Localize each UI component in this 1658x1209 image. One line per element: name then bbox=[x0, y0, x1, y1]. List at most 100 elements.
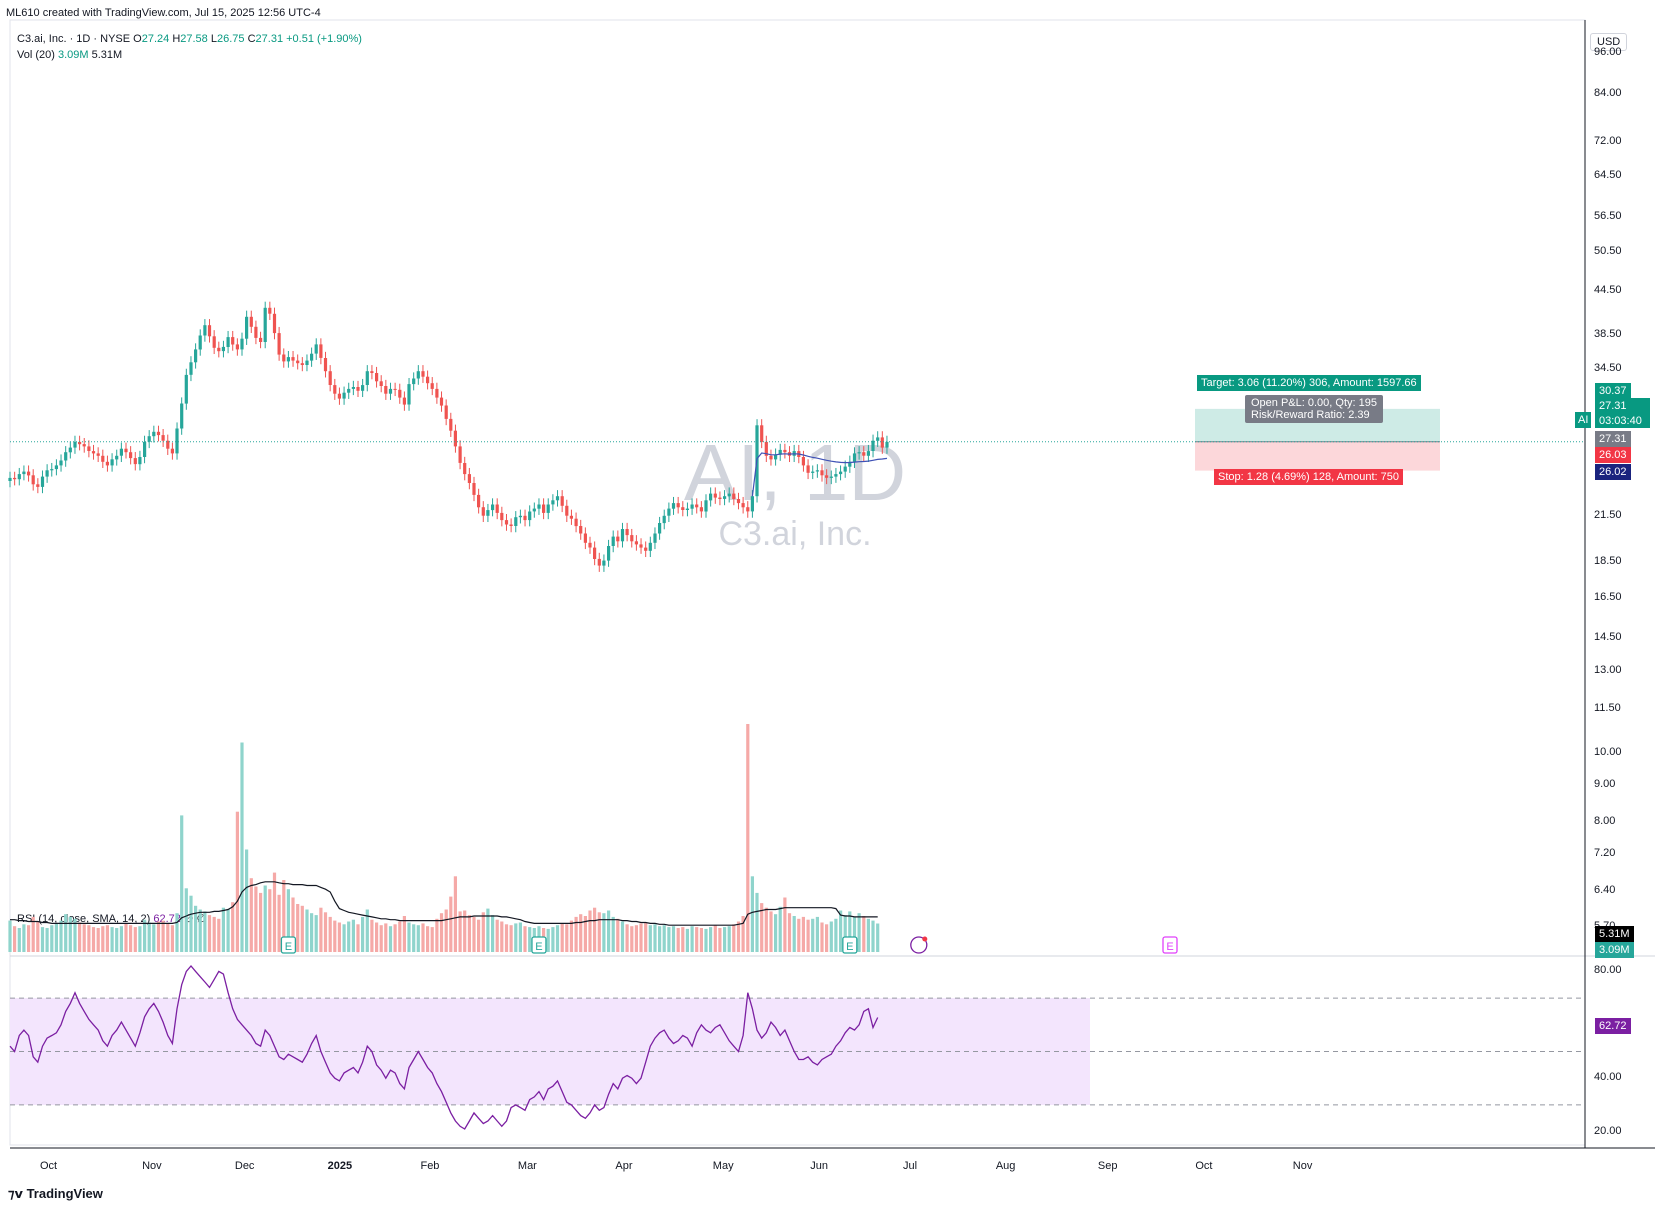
candle-body bbox=[806, 465, 810, 473]
candle-body bbox=[36, 484, 40, 487]
volume-bar bbox=[22, 924, 26, 952]
candle-body bbox=[27, 471, 31, 476]
candle-body bbox=[746, 507, 750, 512]
volume-bar bbox=[147, 922, 151, 952]
volume-bar bbox=[170, 925, 174, 952]
candle-body bbox=[356, 387, 360, 391]
candle-body bbox=[848, 461, 852, 467]
volume-bar bbox=[755, 892, 759, 952]
candle-body bbox=[45, 470, 49, 477]
volume-bar bbox=[235, 811, 239, 952]
volume-bar bbox=[778, 906, 782, 952]
candle-body bbox=[254, 326, 258, 338]
candle-body bbox=[115, 455, 119, 460]
volume-bar bbox=[815, 916, 819, 952]
volume-bar bbox=[277, 894, 281, 952]
candle-body bbox=[296, 360, 300, 364]
volume-bar bbox=[607, 910, 611, 952]
volume-label[interactable]: Vol (20) bbox=[17, 49, 55, 61]
candle-body bbox=[551, 500, 555, 505]
time-tick-label: Jun bbox=[810, 1160, 828, 1172]
time-tick-label: Apr bbox=[615, 1160, 633, 1172]
plot-frame bbox=[9, 19, 1586, 1146]
candle-body bbox=[611, 536, 615, 546]
volume-bar bbox=[820, 922, 824, 952]
candle-body bbox=[393, 388, 397, 390]
volume-bar bbox=[78, 922, 82, 952]
volume-bar bbox=[416, 925, 420, 952]
candle-body bbox=[491, 504, 495, 511]
candle-body bbox=[96, 453, 100, 456]
candle-body bbox=[885, 441, 889, 448]
volume-bar bbox=[848, 911, 852, 952]
candle-body bbox=[509, 524, 513, 526]
volume-bar bbox=[347, 921, 351, 952]
candle-body bbox=[314, 344, 318, 354]
volume-bar bbox=[495, 919, 499, 952]
candle-body bbox=[323, 358, 328, 372]
candle-body bbox=[681, 507, 685, 510]
time-tick-label: Jul bbox=[903, 1160, 918, 1172]
volume-ma-tag: 5.31M bbox=[1595, 926, 1634, 942]
time-tick-label: 2025 bbox=[327, 1160, 353, 1172]
volume-bar bbox=[579, 914, 583, 952]
earnings-marker-label: E bbox=[846, 941, 853, 953]
currency-button[interactable]: USD bbox=[1590, 33, 1628, 51]
earnings-marker-icon bbox=[1162, 936, 1178, 954]
candle-body bbox=[161, 435, 165, 441]
volume-bar bbox=[175, 913, 179, 952]
candle-body bbox=[59, 460, 63, 466]
earnings-marker-icon bbox=[280, 936, 297, 954]
earnings-marker-label: E bbox=[1166, 941, 1173, 953]
volume-bar bbox=[662, 925, 666, 952]
volume-bar bbox=[523, 926, 527, 952]
volume-bar bbox=[333, 920, 337, 952]
candle-body bbox=[351, 387, 355, 389]
stop-label[interactable]: Stop: 1.28 (4.69%) 128, Amount: 750 bbox=[1214, 469, 1404, 485]
candle-body bbox=[834, 474, 838, 477]
volume-legend: Vol (20) 3.09M 5.31M bbox=[17, 49, 122, 61]
price-tick-label: 6.40 bbox=[1594, 883, 1616, 896]
volume-bar bbox=[681, 927, 685, 952]
volume-bar bbox=[862, 916, 866, 952]
volume-bar bbox=[212, 916, 216, 952]
volume-bar bbox=[8, 920, 12, 952]
candle-body bbox=[152, 431, 156, 437]
volume-bar bbox=[467, 915, 471, 952]
candle-body bbox=[713, 493, 717, 498]
volume-bar bbox=[393, 924, 397, 952]
candle-body bbox=[607, 546, 611, 561]
volume-bar bbox=[518, 922, 522, 952]
candle-body bbox=[240, 338, 244, 350]
volume-bar bbox=[569, 920, 573, 952]
candle-body bbox=[783, 449, 787, 453]
rsi-label[interactable]: RSI (14, close, SMA, 14, 2) bbox=[17, 913, 151, 925]
time-tick-label: Aug bbox=[995, 1160, 1016, 1172]
price-tick-label: 16.50 bbox=[1594, 590, 1622, 603]
candle-body bbox=[245, 316, 249, 339]
candle-body bbox=[569, 515, 573, 519]
symbol-label[interactable]: C3.ai, Inc. · 1D · NYSE bbox=[17, 33, 131, 45]
target-label[interactable]: Target: 3.06 (11.20%) 306, Amount: 1597.… bbox=[1197, 375, 1421, 391]
volume-bar bbox=[268, 889, 272, 952]
volume-bar bbox=[305, 909, 309, 952]
volume-bar bbox=[690, 926, 694, 952]
candle-body bbox=[124, 448, 128, 453]
volume-bar bbox=[597, 912, 601, 952]
candle-body bbox=[439, 397, 444, 406]
price-tick-label: 96.00 bbox=[1594, 45, 1622, 58]
candle-body bbox=[319, 344, 323, 358]
volume-bar bbox=[402, 916, 406, 952]
volume-bar bbox=[871, 920, 875, 952]
volume-bar bbox=[625, 924, 629, 952]
volume-bar bbox=[384, 923, 388, 952]
ohlc-legend: C3.ai, Inc. · 1D · NYSE O27.24 H27.58 L2… bbox=[17, 33, 362, 45]
volume-bar bbox=[249, 878, 253, 952]
volume-bar bbox=[504, 924, 509, 952]
volume-bar bbox=[245, 849, 249, 952]
time-tick-label: Feb bbox=[420, 1160, 440, 1172]
volume-bar bbox=[370, 919, 374, 952]
volume-bar bbox=[426, 926, 430, 952]
volume-bar bbox=[593, 907, 597, 952]
